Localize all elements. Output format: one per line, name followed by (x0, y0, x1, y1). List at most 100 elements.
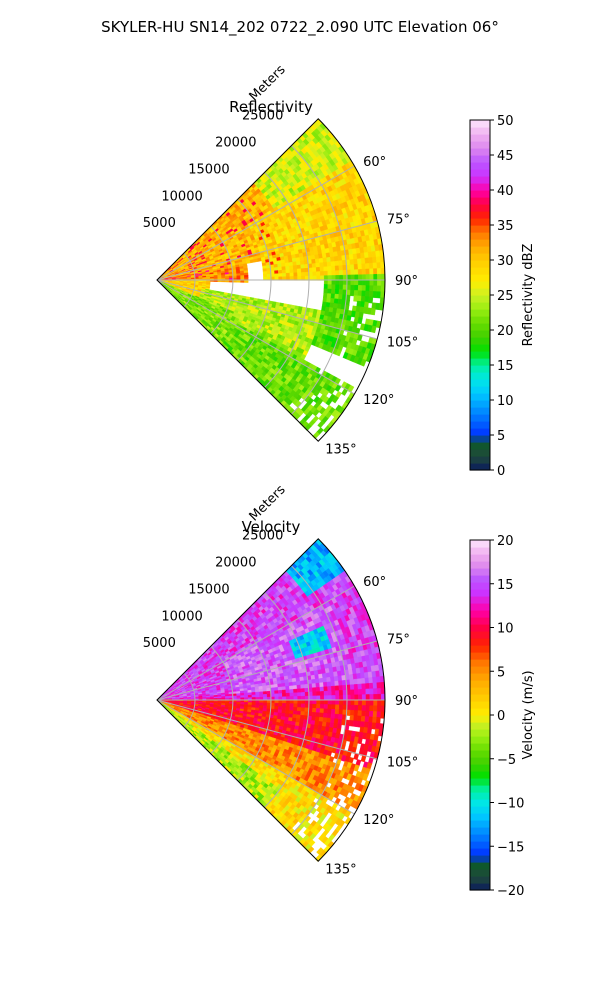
colorbar-segment (470, 246, 490, 254)
field-cell (365, 268, 370, 276)
colorbar-tick-label: 15 (497, 359, 514, 374)
field-cell (357, 269, 363, 276)
colorbar-segment (470, 141, 490, 149)
azimuth-tick-label: 105° (387, 336, 418, 351)
colorbar-tick-label: 45 (497, 149, 514, 164)
colorbar-segment (470, 393, 490, 401)
colorbar-segment (470, 435, 490, 443)
field-cell (365, 279, 371, 287)
azimuth-tick-label: 60° (363, 155, 386, 170)
field-cell (370, 308, 376, 316)
field-cell (335, 279, 340, 286)
colorbar-segment (470, 344, 490, 352)
field-cell (323, 270, 329, 277)
colorbar-segment (470, 449, 490, 457)
field-cell (353, 263, 359, 271)
field-cell (372, 291, 378, 299)
field-cell (369, 279, 374, 287)
colorbar-segment (470, 281, 490, 289)
field-cell (372, 262, 378, 270)
field-cell (368, 296, 374, 304)
colorbar-segment (470, 162, 490, 170)
colorbar-segment (470, 204, 490, 212)
field-cell (376, 268, 382, 276)
colorbar-segment (470, 232, 490, 240)
field-cell (338, 270, 344, 276)
colorbar-segment (470, 330, 490, 338)
field-cell (354, 269, 359, 276)
field-cell (376, 262, 382, 270)
colorbar-segment (470, 211, 490, 219)
colorbar-segment (470, 183, 490, 191)
colorbar-tick-label: 25 (497, 289, 514, 304)
reflectivity-panel: Reflectivity60°75°90°105°120°135°5000100… (143, 62, 536, 479)
colorbar-tick-label: 35 (497, 219, 514, 234)
field-cell (349, 289, 355, 297)
azimuth-tick-label: 135° (325, 442, 356, 457)
colorbar-segment (470, 351, 490, 359)
colorbar-segment (470, 260, 490, 268)
panel-title: Reflectivity (229, 98, 313, 116)
colorbar-segment (470, 456, 490, 464)
field-cell (342, 279, 348, 286)
field-cell (327, 270, 332, 277)
field-cell (373, 268, 378, 276)
field-cell (373, 285, 378, 293)
colorbar-segment (470, 442, 490, 450)
colorbar-segment (470, 274, 490, 282)
field-cell (335, 270, 340, 276)
colorbar-segment (470, 428, 490, 436)
colorbar-segment (470, 288, 490, 296)
field-cell (376, 291, 382, 299)
colorbar-segment (470, 197, 490, 205)
field-cell (245, 260, 251, 264)
colorbar-tick-label: 50 (497, 114, 514, 129)
field-cell (327, 279, 333, 286)
radial-tick-label: 15000 (188, 162, 229, 177)
field-cell (331, 279, 336, 286)
field-cell (361, 263, 366, 271)
colorbar-segment (470, 365, 490, 373)
field-cell (377, 279, 382, 287)
colorbar-segment (470, 316, 490, 324)
field-cell (361, 279, 367, 287)
colorbar-segment (470, 225, 490, 233)
colorbar-tick-label: 20 (497, 324, 514, 339)
field-cell (365, 263, 370, 270)
field-cell (331, 270, 336, 277)
colorbar-segment (470, 169, 490, 177)
colorbar-segment (470, 239, 490, 247)
azimuth-tick-label: 120° (363, 393, 394, 408)
colorbar-segment (470, 148, 490, 156)
colorbar-segment (470, 358, 490, 366)
colorbar-tick-label: 10 (497, 394, 514, 409)
colorbar-segment (470, 400, 490, 408)
velocity-panel: Velocity60°75°90°105°120°135°50001000015… (143, 482, 536, 899)
field-cell (369, 285, 374, 293)
colorbar-segment (470, 386, 490, 394)
radial-tick-label: 10000 (161, 189, 202, 204)
field-cell (319, 271, 325, 277)
azimuth-tick-label: 75° (387, 212, 410, 227)
colorbar-tick-label: 0 (497, 464, 505, 479)
field-cell (316, 271, 321, 277)
colorbar-label: Reflectivity dBZ (521, 244, 536, 347)
field-cell (346, 279, 352, 286)
field-cell (350, 279, 355, 286)
field-cell (357, 263, 363, 271)
colorbar-tick-label: 30 (497, 254, 514, 269)
azimuth-tick-label: 90° (395, 274, 418, 289)
field-cell (349, 264, 355, 271)
field-cell (361, 285, 367, 292)
field-cell (369, 268, 374, 276)
colorbar-segment (470, 463, 490, 471)
colorbar-segment (470, 421, 490, 429)
colorbar-tick-label: 5 (497, 429, 505, 444)
colorbar-segment (470, 253, 490, 261)
field-cell (358, 279, 363, 287)
colorbar-segment (470, 267, 490, 275)
colorbar-segment (470, 190, 490, 198)
colorbar-segment (470, 414, 490, 422)
colorbar-segment (470, 134, 490, 142)
